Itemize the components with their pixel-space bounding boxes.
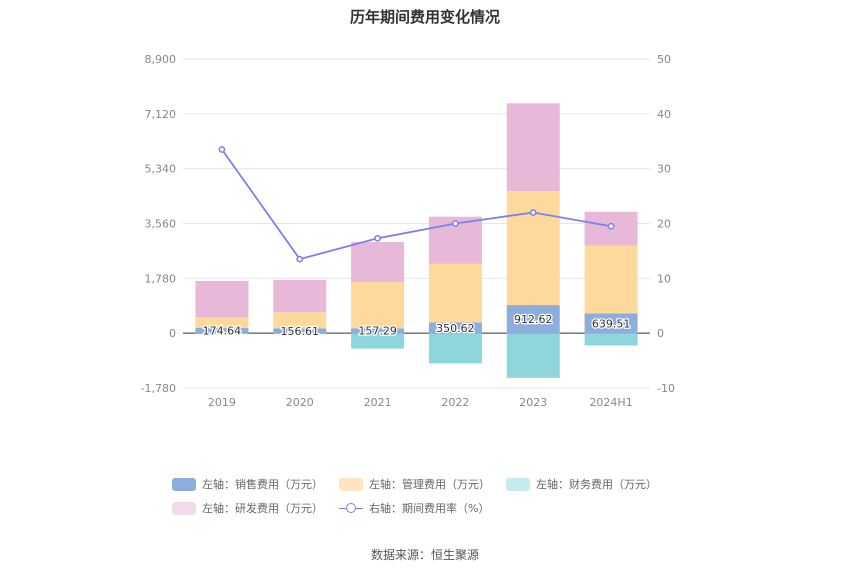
legend-label-rate: 右轴：期间费用率（%） bbox=[369, 502, 490, 515]
legend-swatch-sales bbox=[172, 477, 196, 491]
left-axis-tick-label: 0 bbox=[169, 327, 176, 340]
legend-item-sales[interactable]: 左轴：销售费用（万元） bbox=[172, 476, 323, 492]
bar-segment bbox=[273, 279, 327, 313]
line-point bbox=[374, 234, 381, 242]
x-axis-tick-label: 2020 bbox=[286, 396, 314, 409]
data-label: 156.61 bbox=[281, 325, 320, 338]
series-line bbox=[221, 148, 612, 261]
bar-segment bbox=[584, 313, 638, 334]
bar-segment bbox=[506, 333, 560, 378]
right-axis-tick-label: 0 bbox=[657, 327, 664, 340]
bar-segment bbox=[351, 328, 405, 334]
bar-segment bbox=[351, 282, 405, 329]
left-axis-tick-label: -1,780 bbox=[141, 382, 176, 395]
right-axis-tick-label: 50 bbox=[657, 53, 671, 66]
left-axis-tick-label: 1,780 bbox=[145, 272, 177, 285]
bar-segment bbox=[273, 328, 327, 334]
right-axis-tick-label: 10 bbox=[657, 272, 671, 285]
bar-segment bbox=[351, 333, 405, 349]
bar-segment bbox=[428, 322, 482, 334]
line-point bbox=[218, 146, 226, 153]
legend-line-icon bbox=[339, 502, 363, 515]
right-axis-tick-label: -10 bbox=[657, 382, 675, 395]
legend-item-admin[interactable]: 左轴：管理费用（万元） bbox=[339, 476, 490, 492]
bar-segment bbox=[506, 191, 560, 306]
line-point bbox=[529, 209, 537, 216]
line-point bbox=[607, 222, 615, 230]
data-label: 174.64 bbox=[203, 324, 242, 337]
x-axis-tick-label: 2019 bbox=[208, 396, 236, 409]
bar-segment bbox=[195, 280, 249, 318]
right-axis-tick-label: 40 bbox=[657, 108, 671, 121]
right-axis-tick-label: 20 bbox=[657, 218, 671, 231]
left-axis-tick-label: 7,120 bbox=[145, 108, 177, 121]
legend-swatch-admin bbox=[339, 477, 363, 491]
legend-label-finance: 左轴：财务费用（万元） bbox=[536, 478, 657, 491]
bar-segment bbox=[351, 242, 405, 283]
bar-segment bbox=[506, 305, 560, 334]
bar-segment bbox=[428, 333, 482, 364]
left-axis-tick-label: 8,900 bbox=[145, 53, 177, 66]
data-label: 157.29 bbox=[358, 325, 397, 338]
data-label: 639.51 bbox=[592, 317, 631, 330]
bar-segment bbox=[506, 103, 560, 192]
legend-item-rate[interactable]: 右轴：期间费用率（%） bbox=[339, 500, 489, 516]
data-label: 350.62 bbox=[436, 322, 475, 335]
legend-label-admin: 左轴：管理费用（万元） bbox=[369, 478, 490, 491]
x-axis-tick-label: 2021 bbox=[364, 396, 392, 409]
line-point bbox=[296, 255, 304, 263]
left-axis-tick-label: 3,560 bbox=[145, 218, 177, 231]
legend-item-rnd[interactable]: 左轴：研发费用（万元） bbox=[172, 500, 323, 516]
chart-title: 历年期间费用变化情况 bbox=[349, 8, 500, 26]
chart-canvas: -1,780 0 1,780 3,560 5,340 7,120 8,900 -10 0 10 20… bbox=[141, 53, 675, 409]
bar-segment bbox=[584, 245, 638, 314]
line-point bbox=[452, 220, 459, 227]
x-axis-tick-label: 2024H1 bbox=[589, 396, 632, 409]
x-axis-tick-label: 2023 bbox=[519, 396, 547, 409]
legend-swatch-finance bbox=[506, 477, 530, 491]
legend-item-finance[interactable]: 左轴：财务费用（万元） bbox=[506, 476, 657, 492]
legend-label-sales: 左轴：销售费用（万元） bbox=[202, 478, 323, 491]
bar-segment bbox=[584, 333, 638, 346]
bar-segment bbox=[195, 317, 249, 328]
data-label: 912.62 bbox=[514, 313, 553, 326]
right-axis-tick-label: 30 bbox=[657, 163, 671, 176]
data-source: 数据来源：恒生聚源 bbox=[370, 548, 479, 562]
bar-segment bbox=[195, 333, 249, 335]
bar-segment bbox=[428, 263, 482, 323]
legend-label-rnd: 左轴：研发费用（万元） bbox=[202, 502, 323, 515]
left-axis-tick-label: 5,340 bbox=[145, 163, 177, 176]
bar-segment bbox=[273, 312, 327, 329]
bar-segment bbox=[195, 327, 249, 334]
x-axis-tick-label: 2022 bbox=[441, 396, 469, 409]
legend: 左轴：销售费用（万元） 左轴：管理费用（万元） 左轴：财务费用（万元） 左轴：研… bbox=[172, 472, 732, 520]
legend-swatch-rnd bbox=[172, 501, 196, 515]
bar-segment bbox=[273, 333, 327, 335]
